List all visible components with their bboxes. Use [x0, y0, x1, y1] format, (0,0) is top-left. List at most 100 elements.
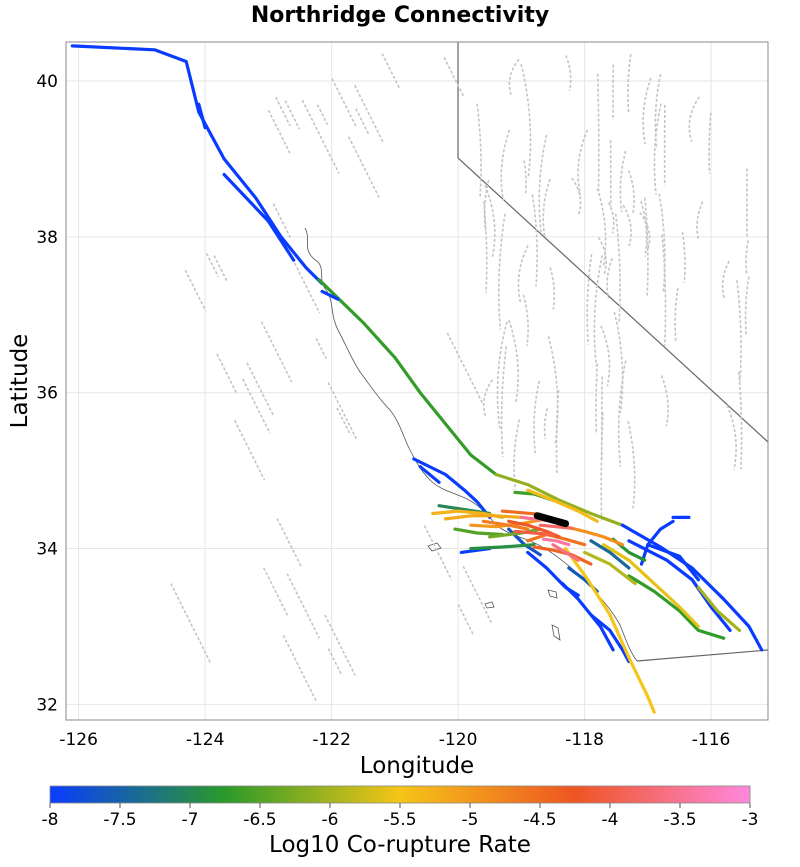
background-fault [423, 525, 453, 581]
background-fault [184, 269, 207, 312]
background-fault [315, 338, 327, 360]
island-4 [551, 624, 561, 641]
background-fault [543, 408, 549, 440]
fault-trace [602, 543, 700, 629]
x-tick-label: -118 [565, 730, 604, 750]
fault-trace [418, 465, 441, 484]
background-fault [600, 376, 604, 460]
fault-trace [538, 523, 574, 530]
fault-trace [222, 172, 296, 262]
background-fault [353, 84, 385, 144]
coastline [304, 227, 638, 662]
colorbar [49, 785, 751, 804]
background-fault [640, 200, 648, 257]
background-fault [627, 170, 635, 215]
background-fault [614, 213, 621, 324]
background-fault [531, 194, 538, 287]
background-fault [538, 134, 548, 232]
colorbar-tick-label: -6.5 [243, 810, 276, 830]
background-fault [627, 421, 636, 509]
y-tick-label: 32 [36, 695, 58, 715]
colorbar-ticks: -8 -7.5 -7 -6.5 -6 -5.5 -5 -4.5 -4 -3.5 -3 [42, 803, 759, 830]
background-fault [617, 360, 627, 467]
background-fault [381, 53, 401, 89]
fault-trace [320, 289, 340, 301]
background-fault [446, 332, 484, 406]
background-fault [280, 235, 321, 314]
fault-trace [589, 613, 631, 664]
x-tick-label: -120 [439, 730, 478, 750]
fault-trace [469, 543, 536, 551]
background-fault [496, 321, 508, 429]
background-fault [688, 96, 700, 142]
background-fault [508, 58, 520, 97]
background-fault [654, 73, 662, 150]
background-fault [533, 380, 540, 454]
background-fault [661, 234, 667, 347]
plot-frame [65, 41, 769, 721]
background-fault [482, 379, 494, 418]
background-fault [316, 104, 329, 125]
y-tick-label: 38 [36, 228, 58, 248]
background-fault [484, 184, 496, 258]
grid [66, 42, 768, 720]
island-2 [484, 601, 495, 609]
background-fault [639, 212, 651, 251]
background-fault [517, 245, 529, 305]
y-axis-label: Latitude [7, 334, 33, 429]
x-tick-label: -124 [186, 730, 225, 750]
fault-trace [500, 509, 542, 516]
background-fault [596, 73, 600, 192]
colorbar-tick-label: -3 [742, 810, 759, 830]
background-faults [170, 53, 750, 701]
background-fault [213, 255, 229, 283]
state-border-nevada [457, 42, 769, 443]
fault-trace [620, 523, 764, 652]
background-fault [726, 404, 737, 470]
background-fault [600, 325, 611, 387]
background-fault [284, 100, 301, 130]
background-fault [331, 78, 357, 127]
background-fault [606, 257, 613, 299]
colorbar-tick-label: -5 [462, 810, 479, 830]
background-fault [347, 136, 380, 199]
fault-traces [70, 44, 764, 714]
background-fault [555, 389, 560, 474]
colorbar-tick-label: -3.5 [663, 810, 696, 830]
fault-trace [197, 102, 207, 130]
background-fault [596, 188, 607, 268]
background-fault [336, 407, 352, 436]
background-fault [443, 56, 465, 97]
fault-trace [412, 457, 492, 519]
background-fault [744, 276, 750, 337]
background-fault [542, 178, 551, 239]
background-fault [696, 201, 704, 240]
y-tick-label: 40 [36, 72, 58, 92]
x-axis-ticks: -126 -124 -122 -120 -118 -116 [59, 730, 730, 750]
background-fault [607, 202, 615, 234]
background-fault [520, 63, 532, 179]
fault-trace [443, 514, 523, 521]
fault-trace [551, 543, 580, 562]
fault-trace [646, 543, 700, 582]
background-fault [513, 419, 521, 490]
colorbar-label: Log10 Co-rupture Rate [269, 832, 531, 858]
background-fault [508, 319, 519, 404]
background-fault [622, 204, 632, 247]
x-axis-label: Longitude [360, 753, 474, 779]
source-fault-northridge [533, 512, 570, 528]
background-fault [282, 634, 317, 701]
background-fault [267, 109, 292, 156]
fault-trace [317, 278, 498, 477]
fault-trace [583, 550, 637, 586]
background-fault [597, 237, 607, 275]
background-fault [498, 213, 506, 330]
colorbar-tick-label: -7.5 [103, 810, 136, 830]
fault-trace [627, 539, 732, 632]
colorbar-tick-label: -6 [322, 810, 339, 830]
background-fault [500, 346, 508, 458]
background-fault [745, 240, 750, 274]
x-tick-label: -126 [59, 730, 98, 750]
background-fault [571, 177, 582, 216]
colorbar-tick-label: -7 [182, 810, 199, 830]
